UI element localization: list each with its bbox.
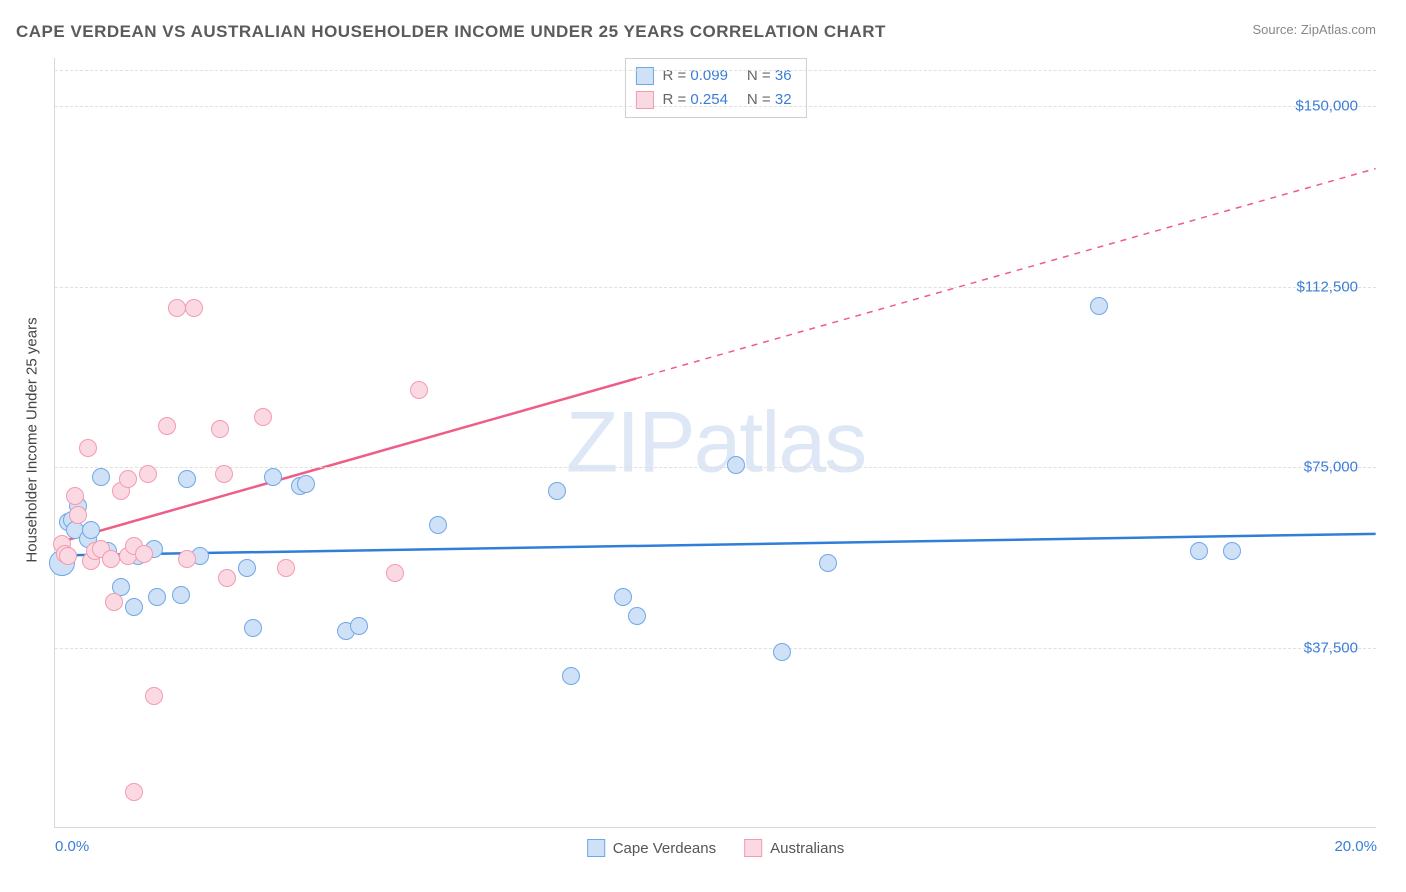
data-point-cape_verdeans	[244, 619, 262, 637]
n-stat: N = 36	[747, 64, 792, 88]
data-point-cape_verdeans	[178, 470, 196, 488]
swatch-cape_verdeans	[587, 839, 605, 857]
data-point-cape_verdeans	[172, 586, 190, 604]
r-stat: R = 0.254	[662, 88, 727, 112]
data-point-australians	[135, 545, 153, 563]
data-point-australians	[215, 465, 233, 483]
data-point-cape_verdeans	[819, 554, 837, 572]
data-point-australians	[102, 550, 120, 568]
r-stat: R = 0.099	[662, 64, 727, 88]
n-stat: N = 32	[747, 88, 792, 112]
data-point-cape_verdeans	[614, 588, 632, 606]
stats-legend: R = 0.099 N = 36 R = 0.254 N = 32	[624, 58, 806, 118]
data-point-cape_verdeans	[264, 468, 282, 486]
stats-row-australians: R = 0.254 N = 32	[635, 88, 791, 112]
series-legend: Cape Verdeans Australians	[587, 839, 845, 857]
y-tick-label: $75,000	[1304, 459, 1358, 476]
data-point-cape_verdeans	[773, 643, 791, 661]
legend-label: Cape Verdeans	[613, 840, 716, 857]
data-point-australians	[79, 439, 97, 457]
data-point-australians	[211, 420, 229, 438]
data-point-australians	[218, 569, 236, 587]
data-point-australians	[277, 559, 295, 577]
x-tick-label: 0.0%	[55, 838, 89, 855]
data-point-australians	[139, 465, 157, 483]
source-name: ZipAtlas.com	[1301, 22, 1376, 37]
data-point-australians	[386, 564, 404, 582]
data-point-australians	[410, 381, 428, 399]
grid-line	[55, 70, 1376, 71]
data-point-australians	[119, 470, 137, 488]
data-point-cape_verdeans	[82, 521, 100, 539]
data-point-cape_verdeans	[727, 456, 745, 474]
stats-row-cape_verdeans: R = 0.099 N = 36	[635, 64, 791, 88]
source-attribution: Source: ZipAtlas.com	[1252, 22, 1376, 37]
chart-title: CAPE VERDEAN VS AUSTRALIAN HOUSEHOLDER I…	[16, 22, 886, 42]
source-prefix: Source:	[1252, 22, 1300, 37]
grid-line	[55, 648, 1376, 649]
data-point-cape_verdeans	[1223, 542, 1241, 560]
data-point-cape_verdeans	[125, 598, 143, 616]
trendline-dashed-australians	[636, 169, 1375, 379]
y-tick-label: $150,000	[1295, 98, 1358, 115]
x-tick-label: 20.0%	[1334, 838, 1377, 855]
data-point-australians	[158, 417, 176, 435]
data-point-australians	[125, 783, 143, 801]
data-point-australians	[59, 547, 77, 565]
data-point-cape_verdeans	[1190, 542, 1208, 560]
data-point-australians	[105, 593, 123, 611]
data-point-australians	[254, 408, 272, 426]
data-point-australians	[145, 687, 163, 705]
data-point-australians	[178, 550, 196, 568]
data-point-australians	[168, 299, 186, 317]
trendline-australians	[55, 378, 636, 543]
trendlines-layer	[55, 58, 1376, 827]
scatter-plot-area: ZIPatlas R = 0.099N = 36R = 0.254N = 32 …	[54, 58, 1376, 828]
data-point-cape_verdeans	[148, 588, 166, 606]
trendline-cape_verdeans	[55, 534, 1375, 556]
data-point-cape_verdeans	[548, 482, 566, 500]
data-point-cape_verdeans	[238, 559, 256, 577]
data-point-australians	[66, 487, 84, 505]
y-tick-label: $112,500	[1297, 278, 1358, 295]
data-point-australians	[185, 299, 203, 317]
legend-item-australians: Australians	[744, 839, 844, 857]
grid-line	[55, 467, 1376, 468]
legend-label: Australians	[770, 840, 844, 857]
data-point-cape_verdeans	[297, 475, 315, 493]
data-point-cape_verdeans	[350, 617, 368, 635]
grid-line	[55, 106, 1376, 107]
data-point-cape_verdeans	[562, 667, 580, 685]
legend-item-cape_verdeans: Cape Verdeans	[587, 839, 716, 857]
swatch-australians	[744, 839, 762, 857]
data-point-cape_verdeans	[429, 516, 447, 534]
data-point-cape_verdeans	[92, 468, 110, 486]
data-point-cape_verdeans	[1090, 297, 1108, 315]
data-point-cape_verdeans	[628, 607, 646, 625]
y-tick-label: $37,500	[1304, 639, 1358, 656]
y-axis-label: Householder Income Under 25 years	[24, 317, 41, 562]
data-point-australians	[69, 506, 87, 524]
grid-line	[55, 287, 1376, 288]
